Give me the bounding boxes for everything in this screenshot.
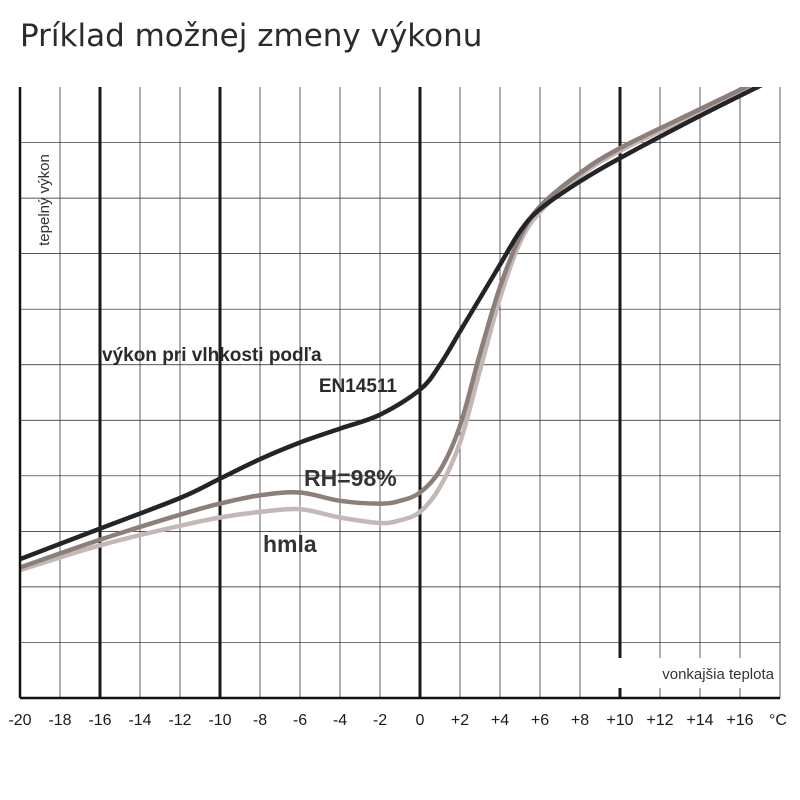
x-tick-label: -12 <box>168 712 191 729</box>
grid-layer <box>19 87 781 698</box>
series-line-hmla <box>20 87 757 573</box>
x-tick-label: -10 <box>208 712 231 729</box>
x-tick-label: -8 <box>253 712 267 729</box>
ticks-layer: -20 -18 -16 -14 -12 -10 -8 -6 -4 -2 0 +2 +4 +6 +8 +10 +1… <box>8 712 787 729</box>
chart-title: Príklad možnej zmeny výkonu <box>20 18 483 54</box>
annotation-line2: EN14511 <box>319 376 398 397</box>
x-tick-label: -14 <box>128 712 151 729</box>
xlabel-background <box>606 658 778 688</box>
x-tick-label: +2 <box>451 712 469 729</box>
x-tick-label: -18 <box>48 712 71 729</box>
annotation-fog: hmla <box>263 531 317 557</box>
series-layer <box>20 87 763 573</box>
series-line-en14511 <box>20 87 763 562</box>
frame-layer <box>18 87 780 700</box>
x-tick-label: -2 <box>373 712 387 729</box>
x-tick-label: -16 <box>88 712 111 729</box>
x-tick-label: +6 <box>531 712 549 729</box>
x-tick-label: -4 <box>333 712 347 729</box>
annotation-line1: výkon pri vlhkosti podľa <box>102 345 322 366</box>
annotation-rh: RH=98% <box>304 465 397 491</box>
x-tick-label: +14 <box>686 712 713 729</box>
x-unit-label: °C <box>769 712 787 729</box>
x-tick-label: +4 <box>491 712 509 729</box>
series-line-rh-98- <box>20 87 751 570</box>
x-tick-label: -20 <box>8 712 31 729</box>
x-tick-label: -6 <box>293 712 307 729</box>
x-tick-label: +12 <box>646 712 673 729</box>
x-tick-label: +16 <box>726 712 753 729</box>
y-axis-label: tepelný výkon <box>36 154 53 246</box>
x-tick-label: +8 <box>571 712 589 729</box>
x-axis-label: vonkajšia teplota <box>662 666 774 683</box>
x-tick-label: 0 <box>416 712 425 729</box>
x-tick-label: +10 <box>606 712 633 729</box>
